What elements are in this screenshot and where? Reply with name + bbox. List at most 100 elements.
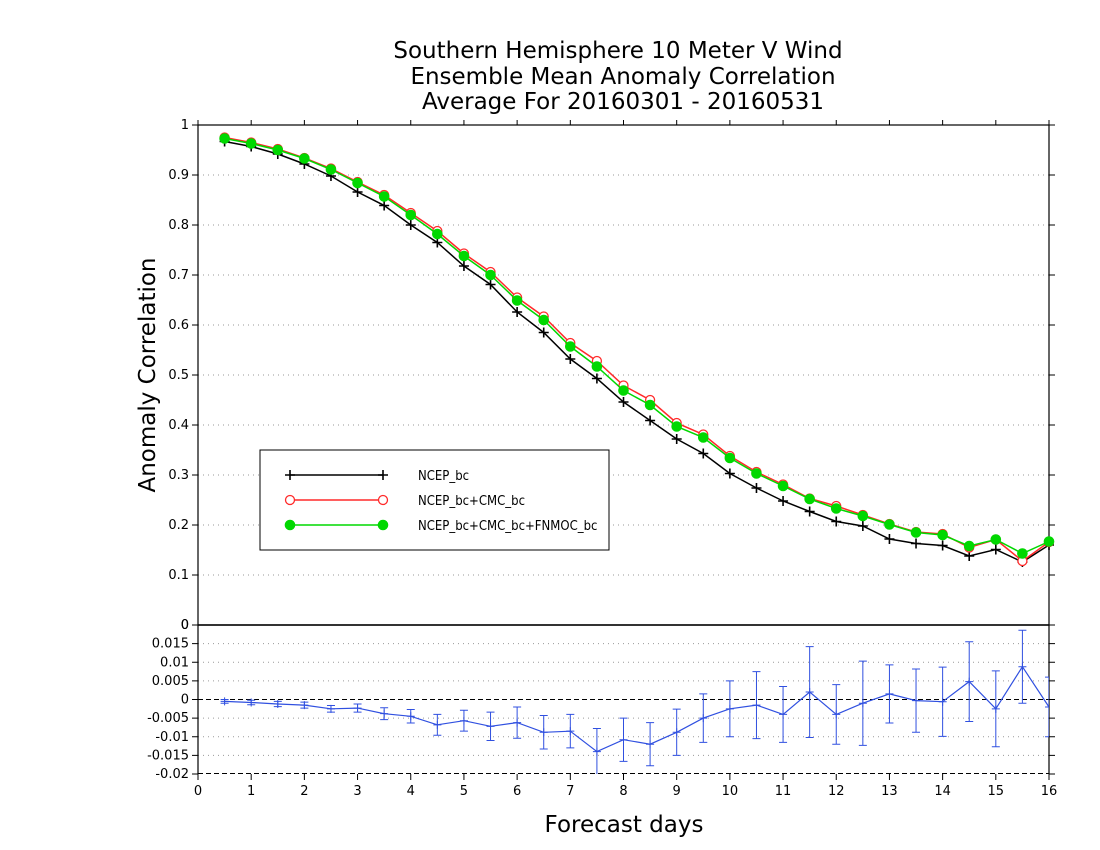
data-point — [565, 354, 576, 364]
title-line-2: Ensemble Mean Anomaly Correlation — [410, 64, 835, 90]
difference-point — [699, 714, 708, 723]
difference-point — [247, 698, 256, 707]
difference-point — [885, 689, 894, 698]
difference-point — [220, 697, 229, 706]
main-panel: 0 0.1 0.2 0.3 0.4 0.5 0.6 0.7 0.8 0.9 1 — [168, 118, 1055, 633]
data-point — [352, 187, 363, 197]
data-point — [911, 538, 922, 549]
title-line-1: Southern Hemisphere 10 Meter V Wind — [393, 38, 842, 64]
difference-point — [406, 712, 415, 721]
difference-point — [539, 728, 548, 737]
data-point — [538, 327, 549, 338]
y-tick-label: 1 — [181, 118, 189, 133]
difference-point — [858, 699, 867, 708]
data-point — [831, 516, 842, 527]
title-line-3: Average For 20160301 - 20160531 — [422, 89, 824, 115]
data-point — [458, 261, 469, 271]
data-point — [937, 540, 948, 551]
data-point — [671, 421, 682, 432]
data-point — [565, 341, 576, 352]
x-tick-label: 10 — [722, 784, 739, 799]
x-tick-label: 3 — [353, 784, 361, 799]
legend-marker — [284, 519, 296, 531]
data-point — [751, 483, 762, 493]
difference-point — [1045, 702, 1049, 711]
legend-label: NCEP_bc+CMC_bc — [418, 494, 525, 509]
difference-point — [752, 701, 761, 710]
y-tick-label: 0.4 — [168, 418, 189, 433]
difference-point — [459, 716, 468, 725]
data-point — [857, 521, 868, 531]
data-point — [804, 493, 815, 505]
difference-point — [353, 704, 362, 713]
difference-point — [672, 728, 681, 737]
x-tick-label: 14 — [934, 784, 951, 799]
x-tick-label: 6 — [513, 784, 521, 799]
data-point — [964, 551, 975, 561]
data-point — [724, 452, 736, 464]
difference-point — [1018, 662, 1027, 671]
y-tick-label: 0.1 — [168, 568, 189, 583]
x-tick-label: 9 — [673, 784, 681, 799]
series-1 — [219, 136, 1054, 567]
legend-marker — [285, 470, 295, 480]
legend-label: NCEP_bc+CMC_bc+FNMOC_bc — [418, 519, 597, 534]
data-point — [245, 138, 257, 149]
difference-line — [224, 665, 1049, 753]
x-tick-label: 7 — [566, 784, 574, 799]
data-point — [1017, 548, 1028, 559]
y-tick-label: 0.6 — [168, 318, 189, 333]
data-point — [777, 480, 789, 492]
data-point — [511, 295, 523, 306]
x-tick-label: 15 — [988, 784, 1005, 799]
data-point — [990, 544, 1001, 555]
data-point — [671, 434, 682, 444]
y-tick-label: -0.015 — [147, 748, 189, 763]
y-tick-label: 0 — [181, 618, 189, 633]
legend-marker — [378, 470, 388, 480]
difference-point — [513, 718, 522, 727]
difference-point — [779, 710, 788, 719]
x-axis: 0 1 2 3 4 5 6 7 8 9 10 11 12 13 14 15 16 — [194, 120, 1057, 799]
difference-point — [486, 722, 495, 731]
data-point — [751, 468, 762, 479]
data-point — [618, 397, 629, 407]
x-tick-label: 1 — [247, 784, 255, 799]
y-tick-label: 0.5 — [168, 368, 189, 383]
data-point — [937, 529, 948, 541]
x-tick-label: 0 — [194, 784, 202, 799]
data-point — [697, 432, 709, 443]
data-point — [591, 373, 602, 384]
x-tick-label: 13 — [881, 784, 898, 799]
difference-point — [326, 704, 335, 713]
y-tick-label: -0.01 — [155, 730, 189, 745]
difference-point — [725, 704, 734, 713]
difference-panel: -0.02 -0.015 -0.01 -0.005 0 0.005 0.01 0.015 0 — [147, 618, 1055, 782]
difference-point — [619, 735, 628, 744]
difference-point — [646, 740, 655, 749]
legend-marker — [377, 494, 389, 506]
data-point — [405, 209, 417, 221]
y-tick-label: -0.005 — [147, 711, 189, 726]
data-point — [485, 279, 496, 290]
data-point — [352, 177, 363, 189]
y-axis-title: Anomaly Correlation — [135, 257, 161, 492]
data-point — [884, 534, 895, 544]
y-tick-label: 0.015 — [152, 637, 189, 652]
legend-marker — [377, 519, 389, 531]
x-tick-label: 16 — [1041, 784, 1058, 799]
data-point — [272, 144, 284, 156]
data-point — [884, 519, 895, 530]
difference-point — [592, 747, 601, 756]
data-point — [299, 153, 310, 164]
x-tick-label: 8 — [619, 784, 627, 799]
error-bar — [1045, 676, 1049, 738]
data-point — [432, 228, 443, 240]
data-point — [405, 220, 416, 230]
data-point — [830, 503, 842, 514]
y-tick-label: 0.9 — [168, 168, 189, 183]
difference-point — [566, 727, 575, 736]
difference-point — [991, 704, 1000, 713]
data-point — [990, 534, 1002, 545]
y-tick-label: 0.3 — [168, 468, 189, 483]
